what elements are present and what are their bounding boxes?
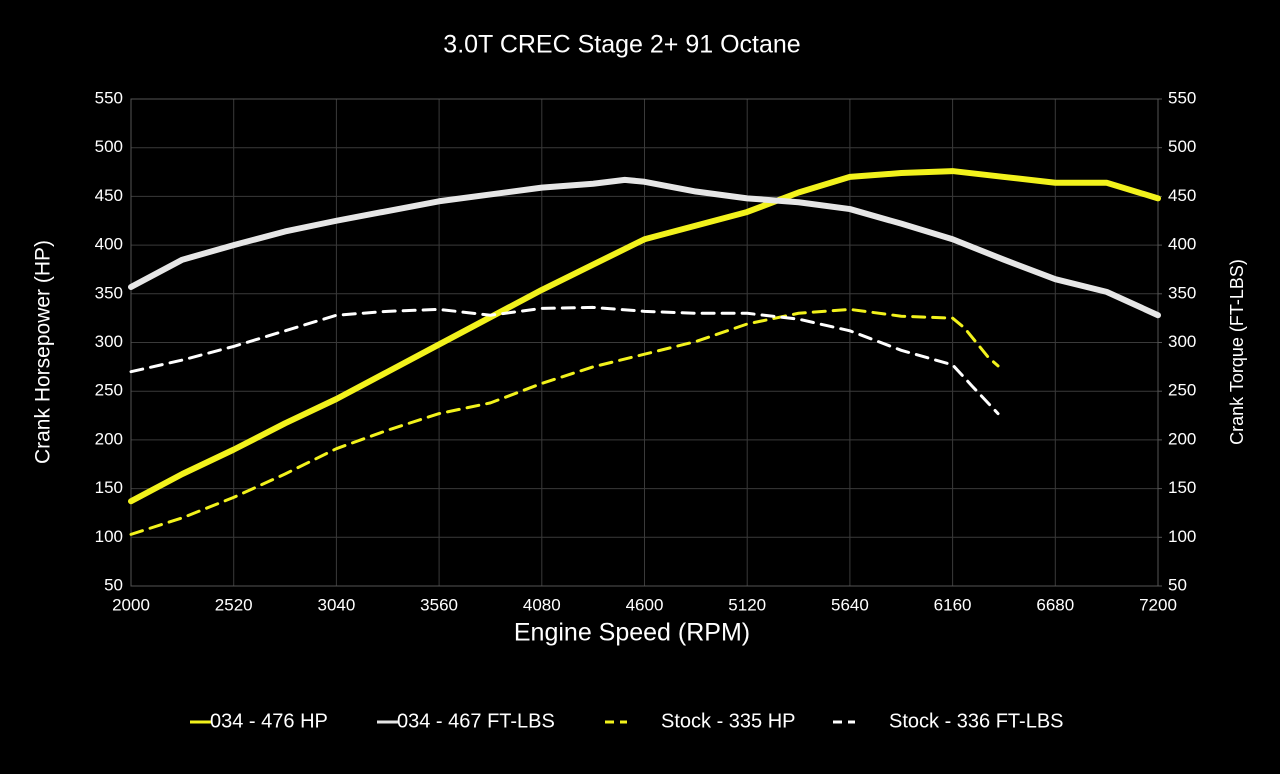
y2-axis-title: Crank Torque (FT-LBS) xyxy=(1227,259,1247,445)
y2-tick-label: 350 xyxy=(1168,283,1196,302)
x-tick-label: 5120 xyxy=(728,595,766,614)
legend-label: Stock - 336 FT-LBS xyxy=(889,710,1064,732)
y2-tick-label: 500 xyxy=(1168,137,1196,156)
y-tick-label: 200 xyxy=(95,429,123,448)
x-tick-label: 4600 xyxy=(626,595,664,614)
x-tick-label: 4080 xyxy=(523,595,561,614)
y-tick-label: 550 xyxy=(95,88,123,107)
y-tick-label: 50 xyxy=(104,575,123,594)
y-tick-label: 400 xyxy=(95,235,123,254)
x-tick-label: 5640 xyxy=(831,595,869,614)
y2-tick-label: 400 xyxy=(1168,235,1196,254)
series-line xyxy=(128,176,1161,319)
x-tick-label: 3040 xyxy=(317,595,355,614)
legend-label: Stock - 335 HP xyxy=(661,710,796,732)
y2-tick-label: 550 xyxy=(1168,88,1196,107)
legend-label: 034 - 476 HP xyxy=(210,710,328,732)
y-tick-label: 150 xyxy=(95,478,123,497)
chart-title: 3.0T CREC Stage 2+ 91 Octane xyxy=(443,31,800,59)
y-tick-label: 300 xyxy=(95,332,123,351)
series-line xyxy=(128,168,1161,505)
y2-tick-label: 200 xyxy=(1168,429,1196,448)
x-tick-label: 3560 xyxy=(420,595,458,614)
x-tick-label: 6680 xyxy=(1036,595,1074,614)
x-tick-label: 7200 xyxy=(1139,595,1177,614)
y2-tick-label: 300 xyxy=(1168,332,1196,351)
y2-tick-label: 150 xyxy=(1168,478,1196,497)
x-tick-label: 6160 xyxy=(934,595,972,614)
x-axis-title: Engine Speed (RPM) xyxy=(514,619,750,647)
y2-tick-label: 450 xyxy=(1168,186,1196,205)
x-tick-label: 2000 xyxy=(112,595,150,614)
x-tick-label: 2520 xyxy=(215,595,253,614)
y-tick-label: 250 xyxy=(95,381,123,400)
y-tick-label: 500 xyxy=(95,137,123,156)
y-axis-title: Crank Horsepower (HP) xyxy=(32,240,55,464)
legend-label: 034 - 467 FT-LBS xyxy=(397,710,555,732)
y2-tick-label: 50 xyxy=(1168,575,1187,594)
series-line xyxy=(129,305,1000,416)
series-line xyxy=(129,307,1000,536)
y-tick-label: 350 xyxy=(95,283,123,302)
y2-tick-label: 250 xyxy=(1168,381,1196,400)
y2-tick-label: 100 xyxy=(1168,527,1196,546)
y-tick-label: 450 xyxy=(95,186,123,205)
y-tick-label: 100 xyxy=(95,527,123,546)
plot-frame xyxy=(130,98,1159,587)
